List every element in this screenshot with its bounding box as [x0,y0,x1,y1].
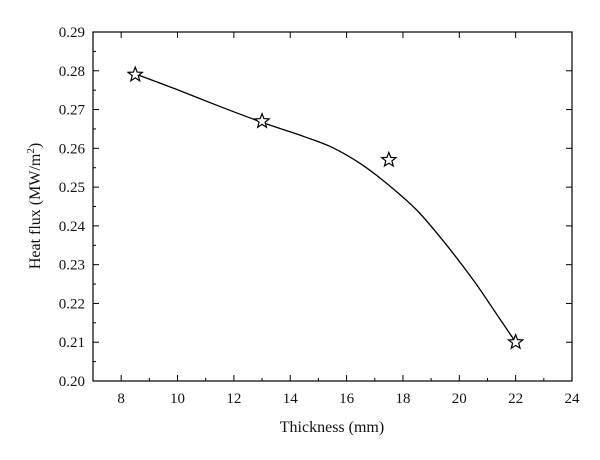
y-tick-label: 0.21 [59,335,85,351]
y-tick-label: 0.26 [59,141,86,157]
x-tick-label: 12 [226,391,241,407]
x-tick-label: 22 [508,391,523,407]
x-tick-label: 10 [170,391,185,407]
x-tick-label: 18 [395,391,410,407]
x-tick-label: 14 [283,391,299,407]
x-tick-label: 24 [565,391,581,407]
y-axis-label-end: ) [27,143,44,148]
y-tick-label: 0.20 [59,374,85,390]
y-tick-label: 0.24 [59,219,86,235]
data-points [126,65,525,350]
x-tick-label: 8 [117,391,125,407]
x-axis-ticks: 8 10 12 14 16 18 20 22 24 [92,32,581,407]
fit-curve [135,73,517,343]
data-point-star [506,333,525,350]
y-axis-ticks: 0.20 0.21 0.22 0.23 0.24 0.25 0.26 0.27 0.28 0.29 [59,25,572,390]
y-tick-label: 0.27 [59,103,86,119]
data-point-star [126,65,144,83]
y-tick-label: 0.29 [59,25,85,41]
y-axis-label-main: Heat flux (MW/m [27,153,44,269]
y-axis-label-superscript: 2 [25,148,37,154]
y-axis-label: Heat flux (MW/m2) [25,143,44,269]
data-point-star [253,112,271,129]
x-tick-label: 20 [452,391,467,407]
x-axis-label: Thickness (mm) [280,419,384,436]
y-tick-label: 0.23 [59,258,85,274]
y-tick-label: 0.25 [59,180,85,196]
x-tick-label: 16 [339,391,355,407]
data-point-star [380,150,398,168]
y-tick-label: 0.28 [59,64,85,80]
y-tick-label: 0.22 [59,296,85,312]
